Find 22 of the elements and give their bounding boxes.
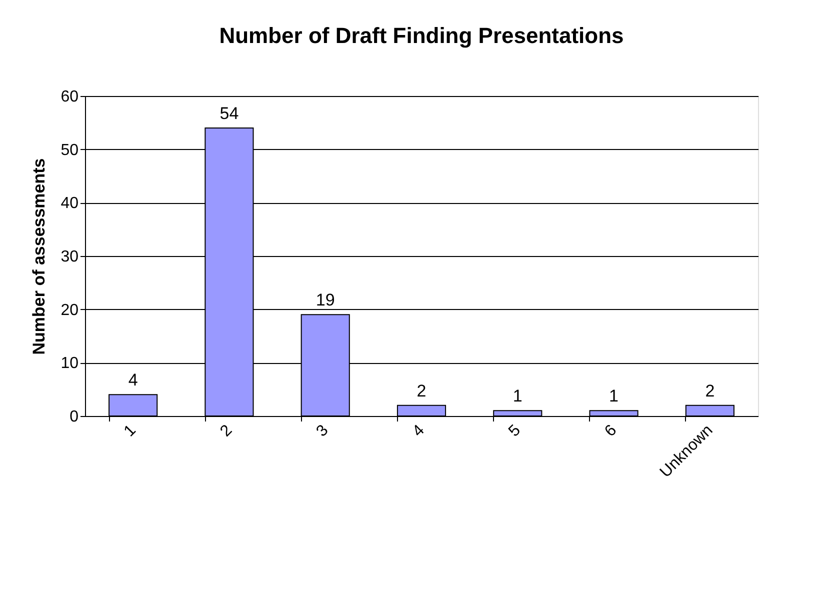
- data-label: 1: [512, 386, 522, 406]
- y-tick-label: 40: [60, 195, 79, 212]
- y-tick-label: 50: [60, 142, 79, 159]
- y-tick-label: 30: [60, 248, 79, 266]
- x-tick-label: 5: [506, 422, 524, 440]
- data-label: 19: [316, 290, 335, 310]
- data-label: 1: [609, 386, 619, 406]
- x-tick-label: 3: [313, 422, 332, 440]
- data-label: 54: [220, 104, 239, 123]
- x-tick-label: 1: [121, 422, 140, 440]
- x-tick-label: 6: [602, 422, 620, 440]
- y-axis-title: Number of assessments: [30, 158, 49, 355]
- chart-title: Number of Draft Finding Presentations: [219, 23, 624, 48]
- y-tick-label: 60: [60, 88, 79, 106]
- x-tick-label: 4: [410, 422, 428, 440]
- data-label: 2: [416, 381, 426, 400]
- y-tick-label: 10: [60, 355, 79, 372]
- x-tick-label: 2: [217, 422, 236, 440]
- y-tick-label: 0: [70, 408, 79, 426]
- y-tick-label: 20: [60, 302, 79, 319]
- data-label: 4: [128, 370, 138, 390]
- data-label: 2: [705, 381, 715, 400]
